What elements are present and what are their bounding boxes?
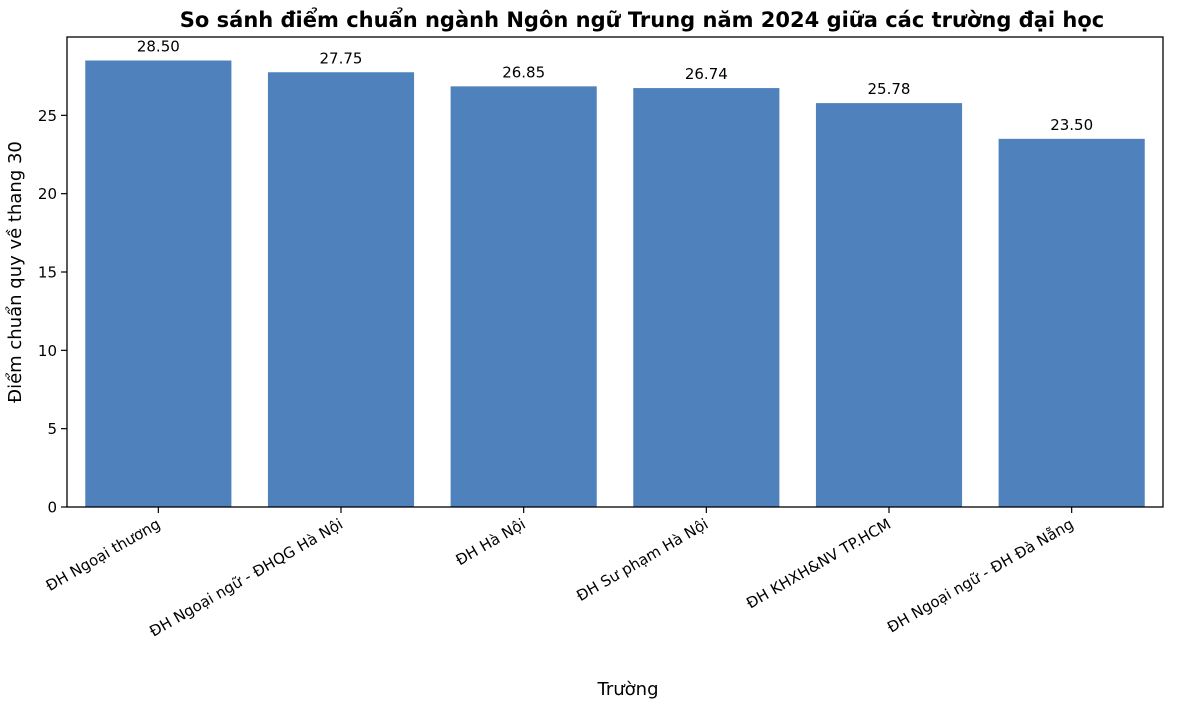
y-axis-label: Điểm chuẩn quy về thang 30 bbox=[5, 141, 26, 403]
y-tick-label-10: 10 bbox=[38, 342, 57, 360]
y-tick-label-15: 15 bbox=[38, 264, 57, 282]
y-tick-label-5: 5 bbox=[47, 420, 57, 438]
bar-3 bbox=[450, 86, 597, 507]
x-tick-label-6: ĐH Ngoại ngữ - ĐH Đà Nẵng bbox=[884, 515, 1077, 637]
y-tick-label-25: 25 bbox=[38, 107, 57, 125]
x-tick-label-4: ĐH Sư phạm Hà Nội bbox=[573, 515, 711, 605]
data-label-2: 27.75 bbox=[320, 49, 363, 67]
x-tick-label-5: ĐH KHXH&NV TP.HCM bbox=[743, 515, 894, 612]
bar-5 bbox=[815, 103, 963, 507]
bar-1 bbox=[85, 60, 232, 507]
chart-title: So sánh điểm chuẩn ngành Ngôn ngữ Trung … bbox=[180, 7, 1104, 32]
x-axis-label: Trường bbox=[596, 679, 658, 700]
data-label-5: 25.78 bbox=[868, 80, 911, 98]
x-tick-label-2: ĐH Ngoại ngữ - ĐHQG Hà Nội bbox=[146, 515, 346, 641]
data-label-6: 23.50 bbox=[1050, 116, 1093, 134]
data-label-4: 26.74 bbox=[685, 65, 728, 83]
y-tick-label-0: 0 bbox=[47, 499, 57, 517]
bar-2 bbox=[267, 72, 415, 507]
data-label-1: 28.50 bbox=[137, 38, 180, 56]
bar-4 bbox=[633, 88, 780, 507]
x-tick-label-3: ĐH Hà Nội bbox=[453, 515, 529, 569]
y-tick-label-20: 20 bbox=[38, 185, 57, 203]
x-tick-label-1: ĐH Ngoại thương bbox=[43, 515, 164, 595]
data-label-3: 26.85 bbox=[502, 63, 545, 81]
bar-6 bbox=[998, 138, 1145, 508]
plot-area: 28.50 27.75 26.85 26.74 25.78 23.50 0 5 10 15 20 25… bbox=[38, 36, 1164, 641]
